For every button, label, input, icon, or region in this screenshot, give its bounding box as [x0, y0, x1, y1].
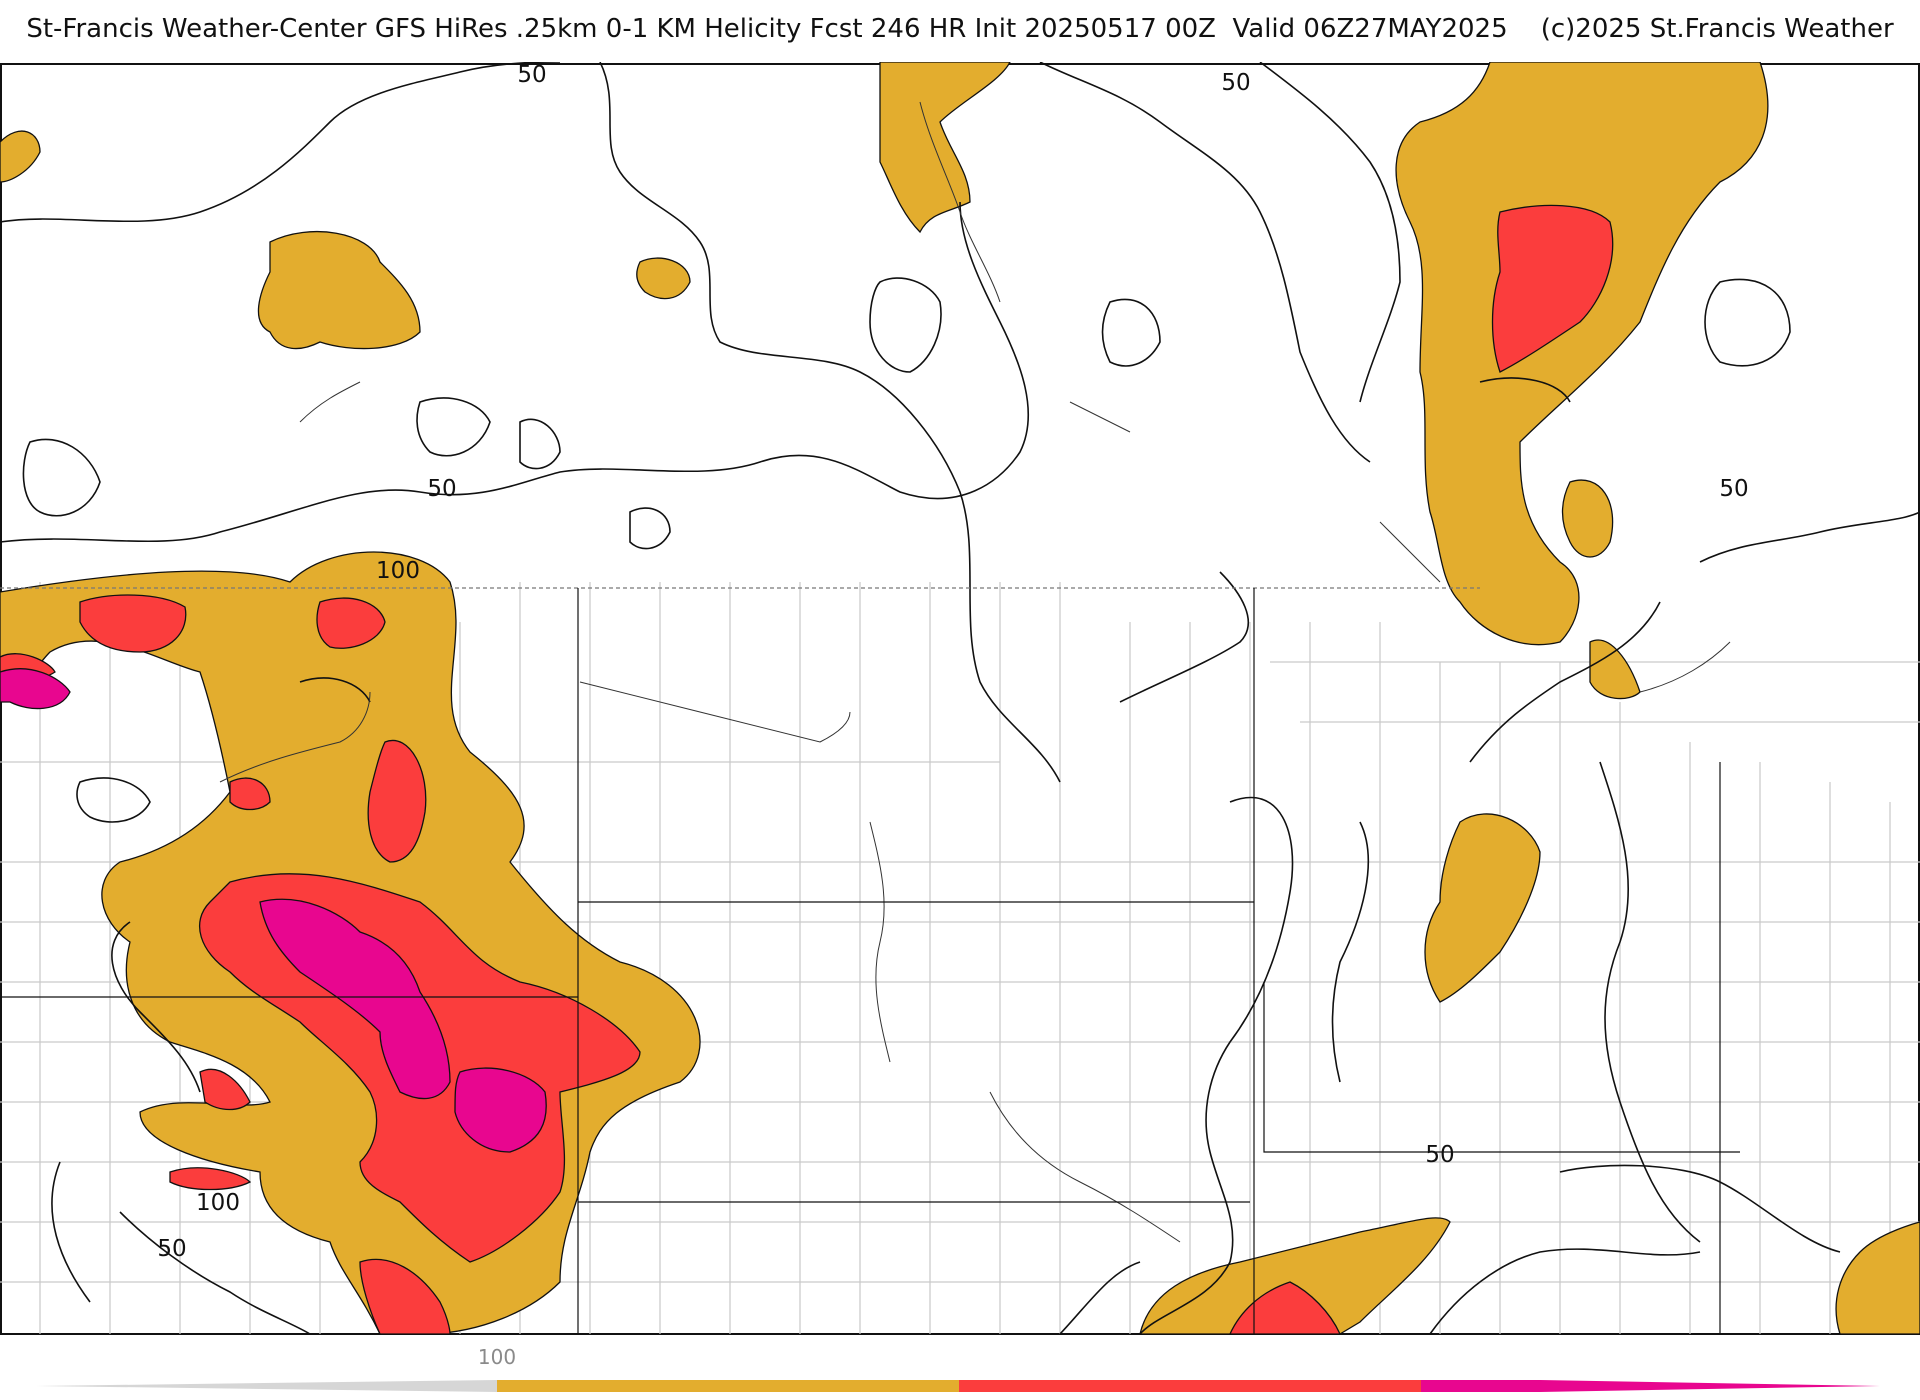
contour-label: 100	[196, 1190, 240, 1216]
county-boundaries	[0, 582, 1920, 1334]
contour-labels: 50 50 50 50 100 100 50 50	[157, 62, 1748, 1262]
helicity-map: 50 50 50 50 100 100 50 50	[0, 62, 1920, 1335]
contour-label: 100	[376, 558, 420, 584]
map-title: St-Francis Weather-Center GFS HiRes .25k…	[26, 14, 1894, 44]
colorbar-label: 100	[478, 1345, 516, 1369]
contour-label: 50	[1221, 70, 1250, 96]
contour-label: 50	[157, 1236, 186, 1262]
contour-label: 50	[1719, 476, 1748, 502]
political-boundaries	[0, 587, 1740, 1334]
contour-label: 50	[1425, 1142, 1454, 1168]
colorbar-band-magenta	[1421, 1380, 1880, 1392]
contour-label: 50	[427, 476, 456, 502]
rivers-lakes	[219, 101, 1731, 1243]
colorbar-band-red	[959, 1380, 1421, 1392]
colorbar-band-orange	[497, 1380, 959, 1392]
colorbar-low-tail	[36, 1380, 497, 1392]
contour-label: 50	[517, 62, 546, 88]
colorbar: 100	[36, 1345, 1880, 1392]
helicity-magenta-areas	[0, 668, 547, 1153]
